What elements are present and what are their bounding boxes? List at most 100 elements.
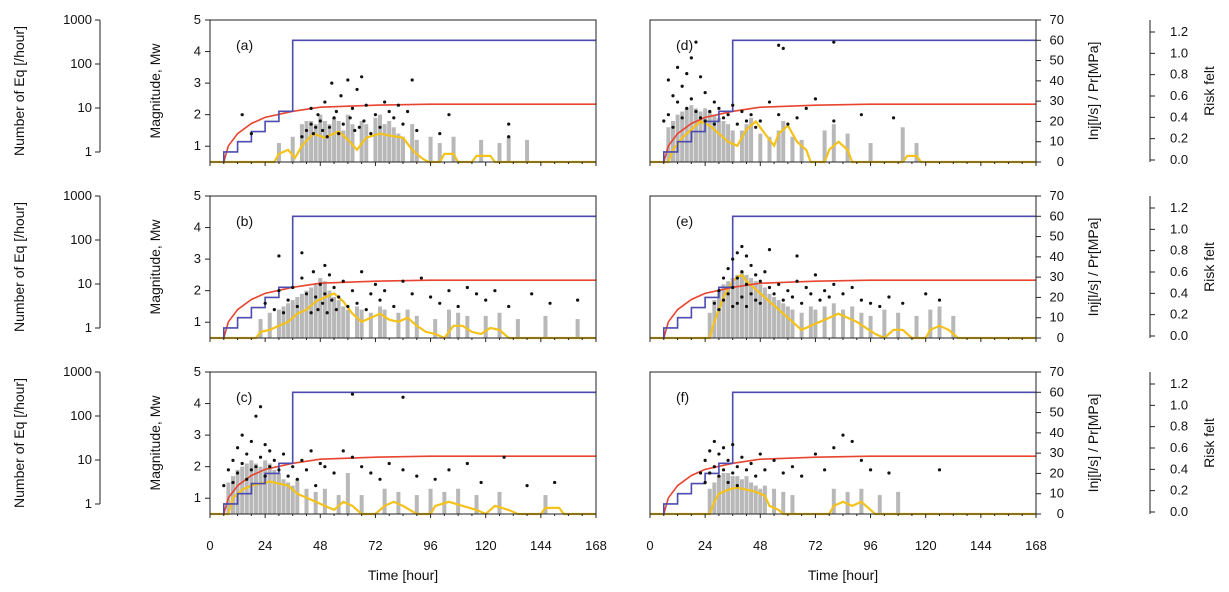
inj-pr-tick-label: 40 [1050, 73, 1064, 88]
earthquake-event [818, 298, 822, 302]
event-rate-bar [753, 281, 758, 338]
event-rate-bar [382, 488, 387, 514]
event-rate-bar [707, 111, 712, 162]
event-rate-bar [831, 488, 836, 514]
earthquake-event [226, 468, 230, 472]
risk-axis-tick-label: 1.0 [1170, 221, 1188, 236]
event-rate-bar [378, 306, 383, 338]
earthquake-event [325, 311, 329, 315]
earthquake-event [378, 477, 382, 481]
earthquake-event [325, 135, 329, 139]
inj-pr-tick-label: 30 [1050, 269, 1064, 284]
event-rate-bar [428, 488, 433, 514]
risk-axis-tick-label: 0.2 [1170, 483, 1188, 498]
event-rate-bar [730, 476, 735, 514]
x-tick-label: 120 [475, 538, 497, 553]
earthquake-event [809, 292, 813, 296]
earthquake-event [680, 116, 684, 120]
earthquake-event [832, 119, 836, 123]
earthquake-event [304, 292, 309, 296]
earthquake-event [800, 474, 804, 478]
inj-pr-axis-title: Inj[l/s] / Pr[MPa] [1085, 42, 1101, 141]
event-rate-bar [850, 306, 855, 338]
earthquake-event [334, 109, 338, 114]
risk-axis-tick-label: 0.4 [1170, 285, 1188, 300]
earthquake-event [859, 298, 863, 302]
event-rate-bar [799, 139, 804, 162]
count-axis-tick-label: 1000 [63, 12, 92, 27]
event-rate-bar [726, 472, 731, 514]
earthquake-event [749, 113, 753, 117]
earthquake-event [272, 308, 276, 312]
risk-axis-tick-label: 0.4 [1170, 109, 1188, 124]
earthquake-event [740, 295, 744, 299]
earthquake-event [731, 103, 735, 107]
event-rate-bar [749, 278, 754, 338]
event-rate-bar [543, 495, 548, 514]
event-rate-bar [749, 482, 754, 514]
earthquake-event [721, 276, 726, 280]
event-rate-bar [299, 293, 304, 338]
earthquake-event [341, 122, 345, 126]
earthquake-event [231, 480, 235, 485]
event-rate-bar [267, 312, 272, 338]
earthquake-event [327, 273, 332, 277]
earthquake-event [721, 116, 726, 120]
earthquake-event [415, 128, 419, 133]
event-rate-bar [373, 117, 378, 162]
earthquake-event [254, 414, 258, 418]
event-rate-bar [790, 136, 795, 162]
event-rate-bar [716, 117, 721, 162]
event-rate-bar [290, 136, 295, 162]
panel-b: 1 2 3 4 5 (b) [194, 188, 597, 342]
earthquake-event [360, 75, 364, 79]
event-rate-bar [410, 124, 415, 162]
earthquake-event [703, 480, 707, 485]
earthquake-event [320, 128, 325, 133]
event-rate-bar [456, 488, 461, 514]
earthquake-event [493, 289, 497, 293]
event-rate-bar [258, 319, 263, 338]
event-rate-bar [675, 114, 680, 162]
earthquake-event [726, 480, 730, 485]
inj-pr-tick-label: 40 [1050, 249, 1064, 264]
event-rate-bar [739, 130, 744, 162]
panel-e: 0 10 20 30 40 50 60 70 (e) [649, 188, 1064, 345]
earthquake-event [675, 100, 680, 104]
event-rate-bar [368, 312, 373, 338]
event-rate-bar [781, 120, 786, 162]
earthquake-event [314, 484, 318, 488]
event-rate-bar [749, 117, 754, 162]
event-rate-bar [230, 476, 235, 514]
earthquake-event [245, 477, 249, 481]
earthquake-event [327, 125, 332, 129]
count-axis-title: Number of Eq [/hour] [11, 378, 27, 508]
event-rate-bar [758, 133, 763, 162]
risk-axis-tick-label: 0.2 [1170, 131, 1188, 146]
event-rate-bar [359, 495, 364, 514]
event-rate-bar [497, 491, 502, 514]
x-tick-label: 72 [368, 538, 382, 553]
event-rate-bar [364, 124, 369, 162]
inj-pr-tick-label: 20 [1050, 289, 1064, 304]
earthquake-event [767, 248, 772, 252]
event-rate-bar [332, 117, 337, 162]
earthquake-event [786, 122, 790, 126]
event-rate-bar [465, 315, 470, 338]
earthquake-event [548, 301, 552, 305]
event-rate-bar [900, 127, 905, 162]
panel-a: 1 2 3 4 5 (a) [194, 12, 597, 166]
earthquake-event [383, 289, 387, 293]
inj-pr-axis-title: Inj[l/s] / Pr[MPa] [1085, 394, 1101, 493]
earthquake-event [507, 122, 511, 126]
earthquake-event [295, 477, 299, 481]
earthquake-event [348, 116, 352, 120]
x-tick-label: 168 [585, 538, 607, 553]
earthquake-event [316, 308, 320, 312]
event-rate-bar [575, 319, 580, 338]
earthquake-event [286, 298, 290, 302]
event-rate-bar [267, 463, 272, 514]
magnitude-tick-label: 4 [194, 220, 201, 235]
earthquake-event [309, 106, 313, 110]
earthquake-event [758, 119, 762, 123]
